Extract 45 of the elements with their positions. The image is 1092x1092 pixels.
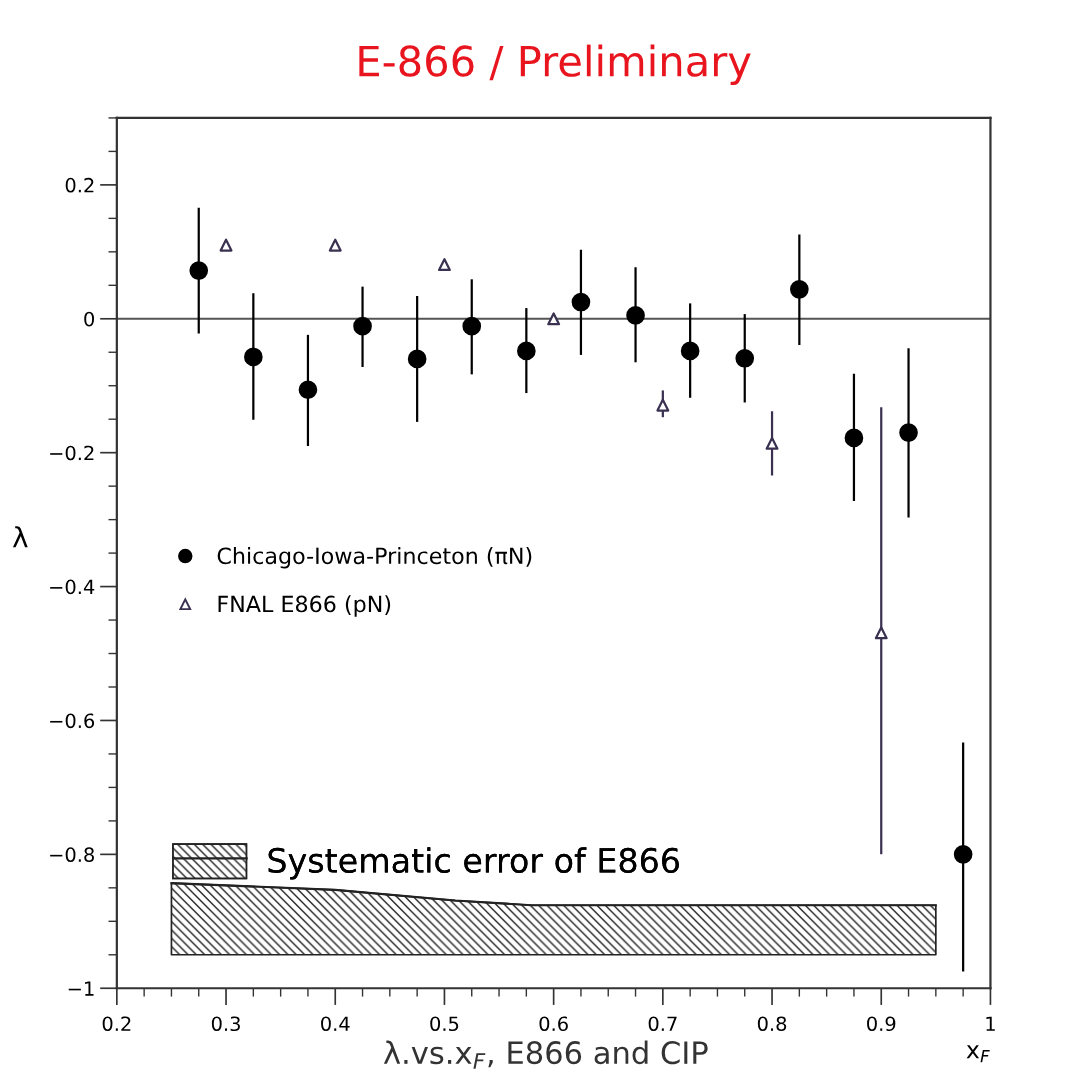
point xyxy=(219,238,233,252)
y-tick-label: 0.2 xyxy=(65,177,94,193)
point xyxy=(953,845,973,864)
x-tick-label: 0.4 xyxy=(321,1016,350,1032)
point xyxy=(298,380,318,400)
point xyxy=(656,398,670,412)
y-tick-label: −0.8 xyxy=(50,847,94,863)
point xyxy=(790,280,809,299)
x-tick-label: 0.5 xyxy=(430,1016,459,1032)
point xyxy=(437,258,451,272)
legend-label: FNAL E866 (pN) xyxy=(218,595,391,617)
x-tick-label: 0.2 xyxy=(102,1016,131,1032)
point xyxy=(844,428,864,448)
point xyxy=(680,341,700,361)
point xyxy=(328,238,342,252)
x-tick-label: 0.3 xyxy=(211,1016,240,1032)
point xyxy=(626,306,645,325)
y-tick-label: −0.4 xyxy=(50,579,95,595)
y-tick-label: −1 xyxy=(68,981,94,996)
x-tick-label: 0.8 xyxy=(757,1016,787,1032)
point xyxy=(244,347,263,367)
point xyxy=(407,349,427,369)
legend-label: Chicago-Iowa-Princeton (πN) xyxy=(217,546,532,569)
x-tick-label: 1 xyxy=(986,1016,995,1031)
point xyxy=(517,341,536,361)
text: λ.vs.x$_{F}$, E866 and CIP xyxy=(383,1040,708,1069)
point xyxy=(874,626,888,640)
x-tick-label: 0.6 xyxy=(539,1016,568,1032)
legend-label: Systematic error of E866 xyxy=(268,847,679,880)
point xyxy=(735,348,755,368)
point xyxy=(547,312,561,326)
chart-title: E-866 / Preliminary xyxy=(359,44,751,85)
y-tick-label: −0.6 xyxy=(50,713,95,729)
point xyxy=(899,423,918,442)
y-axis-title: λ xyxy=(12,526,28,548)
y-tick-label: 0 xyxy=(84,311,95,327)
point xyxy=(353,316,372,336)
point xyxy=(571,292,591,312)
x-tick-label: 0.7 xyxy=(648,1016,677,1032)
x-axis-title: x$_{F}$ xyxy=(966,1045,990,1063)
y-tick-label: −0.2 xyxy=(50,445,94,461)
point xyxy=(462,316,482,336)
point xyxy=(765,436,779,450)
x-tick-label: 0.9 xyxy=(867,1016,896,1032)
point xyxy=(189,261,209,280)
